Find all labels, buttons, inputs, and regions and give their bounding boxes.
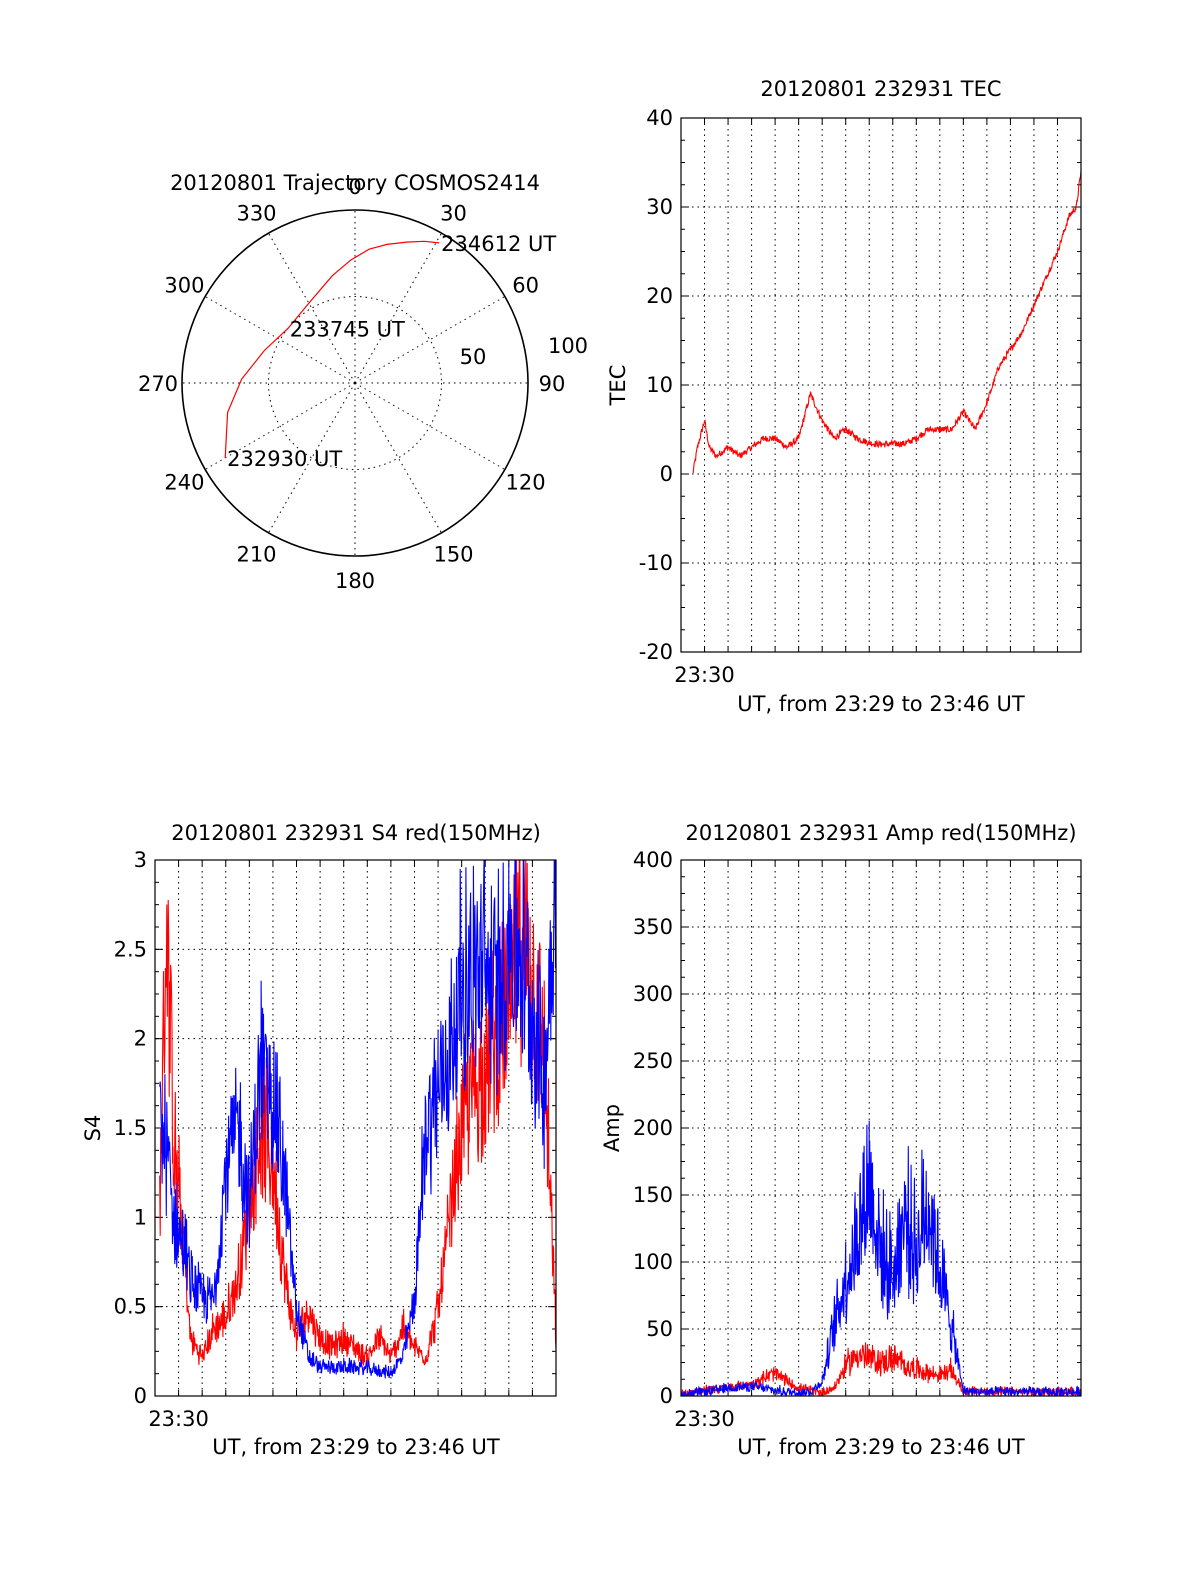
polar-angle-label: 0 bbox=[348, 175, 361, 199]
plot-frame bbox=[680, 859, 1082, 1397]
x-tick-label: 23:30 bbox=[674, 663, 735, 687]
s4-title: 20120801 232931 S4 red(150MHz) bbox=[171, 821, 541, 845]
amp-title: 20120801 232931 Amp red(150MHz) bbox=[685, 821, 1076, 845]
tec-chart: 20120801 232931 TEC 40 30 20 10 0 -10 -2023:30… bbox=[606, 77, 1082, 716]
y-tick-label: 0 bbox=[134, 1384, 147, 1408]
polar-radial-labels: 50 100 bbox=[460, 334, 588, 369]
polar-outer-circle bbox=[181, 209, 529, 557]
polar-trajectory: 232930 UT 233745 UT 234612 UT bbox=[224, 232, 556, 471]
amp-plot-area bbox=[680, 859, 1082, 1397]
polar-trajectory-chart: 20120801 Trajectory COSMOS2414 0 30 60 90 12… bbox=[138, 171, 588, 593]
trajectory-line bbox=[224, 240, 440, 459]
trajectory-time-label: 233745 UT bbox=[290, 318, 405, 342]
y-tick-label: 1.5 bbox=[114, 1116, 147, 1140]
polar-angle-labels: 0 30 60 90 120 150 180 210 240 270 300 330 bbox=[138, 175, 565, 593]
polar-angle-label: 30 bbox=[440, 201, 467, 225]
trajectory-time-label: 234612 UT bbox=[441, 232, 556, 256]
s4-chart: 20120801 232931 S4 red(150MHz) 3 2.5 2 1.5 1… bbox=[81, 821, 557, 1459]
series-line-blue bbox=[159, 860, 556, 1379]
tec-plot-area bbox=[680, 117, 1082, 653]
s4-y-tick-labels: 3 2.5 2 1.5 1 0.5 023:30 bbox=[114, 848, 209, 1431]
polar-grid bbox=[181, 209, 529, 557]
y-tick-label: -10 bbox=[639, 551, 673, 575]
y-tick-label: 200 bbox=[633, 1116, 673, 1140]
polar-angle-label: 180 bbox=[335, 569, 375, 593]
amp-chart: 20120801 232931 Amp red(150MHz) 400 350 30… bbox=[600, 821, 1082, 1459]
polar-angle-label: 120 bbox=[506, 471, 546, 495]
polar-radial-label: 100 bbox=[548, 334, 588, 358]
s4-plot-area bbox=[154, 859, 557, 1397]
polar-spoke bbox=[354, 382, 442, 534]
y-tick-label: 50 bbox=[646, 1317, 673, 1341]
y-tick-label: 40 bbox=[646, 106, 673, 130]
y-tick-label: 0 bbox=[660, 1384, 673, 1408]
y-tick-label: 3 bbox=[134, 848, 147, 872]
amp-grid bbox=[680, 859, 1082, 1397]
y-tick-label: 20 bbox=[646, 284, 673, 308]
series-line-red bbox=[692, 170, 1081, 474]
x-tick-label: 23:30 bbox=[674, 1407, 735, 1431]
polar-angle-label: 330 bbox=[236, 201, 276, 225]
polar-angle-label: 300 bbox=[164, 274, 204, 298]
plot-frame bbox=[680, 117, 1082, 653]
amp-y-axis-label: Amp bbox=[600, 1104, 624, 1152]
y-tick-label: 150 bbox=[633, 1183, 673, 1207]
polar-angle-label: 240 bbox=[164, 471, 204, 495]
polar-angle-label: 150 bbox=[433, 543, 473, 567]
y-tick-label: 100 bbox=[633, 1250, 673, 1274]
polar-spoke bbox=[354, 232, 442, 384]
y-tick-label: -20 bbox=[639, 640, 673, 664]
series-line-blue bbox=[681, 1120, 1081, 1396]
polar-spoke bbox=[268, 382, 356, 534]
polar-inner-circle bbox=[268, 296, 442, 470]
polar-angle-label: 210 bbox=[236, 543, 276, 567]
s4-y-axis-label: S4 bbox=[81, 1115, 105, 1142]
y-tick-label: 350 bbox=[633, 915, 673, 939]
polar-spoke bbox=[354, 382, 506, 470]
amp-y-tick-labels: 400 350 300 250 200 150 100 50 023:30 bbox=[633, 848, 735, 1431]
s4-grid bbox=[154, 859, 557, 1397]
polar-spoke bbox=[204, 296, 356, 384]
y-tick-label: 300 bbox=[633, 982, 673, 1006]
y-tick-label: 2 bbox=[134, 1027, 147, 1051]
trajectory-time-label: 232930 UT bbox=[227, 447, 342, 471]
y-tick-label: 10 bbox=[646, 373, 673, 397]
polar-spoke bbox=[204, 382, 356, 470]
polar-angle-label: 90 bbox=[539, 372, 566, 396]
polar-spoke bbox=[354, 296, 506, 384]
s4-x-axis-label: UT, from 23:29 to 23:46 UT bbox=[212, 1435, 500, 1459]
polar-radial-label: 50 bbox=[460, 345, 487, 369]
y-tick-label: 1 bbox=[134, 1205, 147, 1229]
y-tick-label: 2.5 bbox=[114, 937, 147, 961]
tec-y-axis-label: TEC bbox=[606, 365, 630, 407]
polar-angle-label: 60 bbox=[512, 274, 539, 298]
plot-frame bbox=[154, 859, 557, 1397]
tec-grid bbox=[680, 117, 1082, 653]
tec-title: 20120801 232931 TEC bbox=[760, 77, 1001, 101]
y-tick-label: 0 bbox=[660, 462, 673, 486]
y-tick-label: 0.5 bbox=[114, 1295, 147, 1319]
y-tick-label: 30 bbox=[646, 195, 673, 219]
y-tick-label: 250 bbox=[633, 1049, 673, 1073]
y-tick-label: 400 bbox=[633, 848, 673, 872]
tec-x-axis-label: UT, from 23:29 to 23:46 UT bbox=[737, 692, 1025, 716]
x-tick-label: 23:30 bbox=[148, 1407, 209, 1431]
polar-spoke bbox=[268, 232, 356, 384]
polar-title: 20120801 Trajectory COSMOS2414 bbox=[170, 171, 540, 195]
polar-angle-label: 270 bbox=[138, 372, 178, 396]
amp-x-axis-label: UT, from 23:29 to 23:46 UT bbox=[737, 1435, 1025, 1459]
